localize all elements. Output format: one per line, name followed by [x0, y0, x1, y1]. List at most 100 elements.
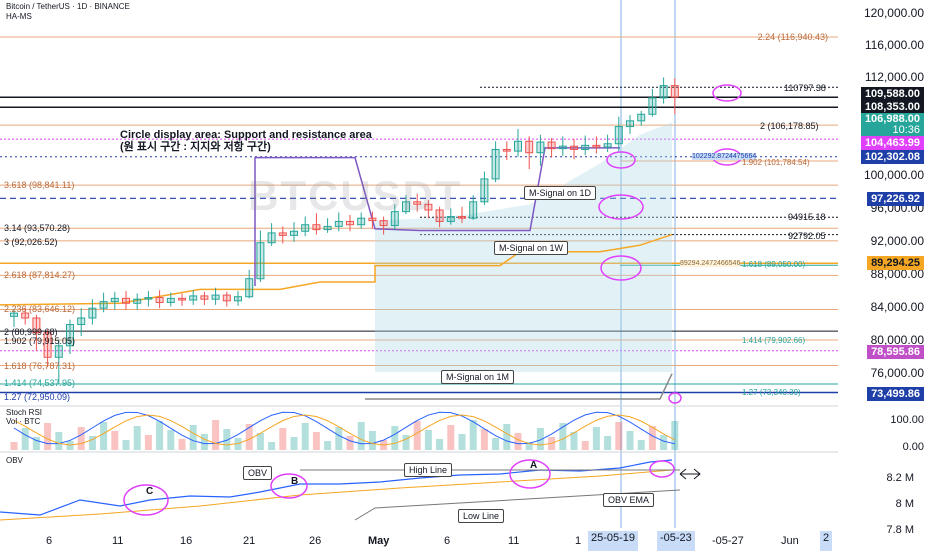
price-axis-label: 116,000.00	[864, 38, 924, 52]
volume-bar	[88, 436, 96, 450]
volume-bar	[245, 424, 253, 450]
callout-m-signal-1m: M-Signal on 1M	[441, 370, 515, 384]
last-price-value: 106,988.00	[864, 113, 920, 125]
candle-body	[222, 294, 231, 302]
time-tick: 6	[46, 535, 53, 547]
stoch-d-line	[13, 414, 676, 446]
line-value-110797: 110797.38	[784, 83, 826, 93]
candle-body	[390, 211, 399, 227]
candle-body	[200, 295, 209, 300]
price-axis-label: 88,000.00	[870, 267, 924, 281]
time-tick-highlight: 2	[820, 531, 833, 551]
candle-body	[10, 312, 18, 317]
volume-bar	[77, 427, 85, 450]
candle-body	[178, 297, 186, 301]
support-resistance-circle	[509, 459, 551, 489]
candle-body	[166, 297, 175, 303]
price-axis-label: 80,000.00	[870, 333, 924, 347]
obv-title: OBV	[6, 456, 23, 465]
line-value-94915: 94915.18	[788, 212, 826, 222]
fib-label-1.618l: 1.618 (76,787.31)	[4, 361, 76, 371]
stoch-axis-label: 0.00	[902, 441, 924, 453]
m-signal-1w-line	[0, 233, 673, 306]
support-resistance-circle	[270, 473, 308, 499]
candle-body	[234, 296, 242, 302]
volume-bar	[492, 438, 500, 450]
volume-bar	[660, 435, 668, 450]
candle-body	[43, 332, 52, 358]
price-axis-label: 112,000.00	[864, 70, 924, 84]
time-tick: Jun	[781, 535, 799, 547]
volume-bar	[268, 442, 276, 450]
fib-label-2.618: 2.618 (87,814.27)	[4, 270, 76, 280]
time-tick: May	[368, 535, 390, 547]
volume-bar	[32, 437, 40, 450]
candle-body	[413, 201, 422, 205]
candle-body	[21, 312, 30, 319]
candle-body	[458, 216, 466, 219]
time-tick-highlight: 25-05-19	[588, 531, 639, 551]
candle-body	[614, 126, 623, 145]
candle-body	[379, 220, 388, 227]
volume-bar	[223, 429, 231, 450]
volume-bar	[458, 434, 466, 450]
volume-bar	[469, 420, 477, 450]
candle-body	[211, 294, 220, 300]
support-resistance-lines	[0, 36, 838, 394]
candle-body	[368, 217, 377, 222]
fib-label-1.414r: 1.414 (79,902.66)	[742, 336, 806, 345]
candle-body	[88, 307, 97, 319]
volume-bar	[156, 421, 164, 450]
obv-axis-label: 7.8 M	[886, 524, 914, 536]
candle-body	[77, 317, 86, 326]
fib-label-2.24: 2.24 (116,940.43)	[757, 32, 828, 42]
price-tag: 89,294.25	[867, 256, 924, 270]
candle-body	[267, 232, 276, 244]
fib-label-1.902r: 1.902 (101,784.54)	[742, 158, 810, 167]
line-value-89294: 89294.2472466546	[680, 260, 741, 267]
volume-bar	[424, 430, 432, 450]
callout-obv-ema: OBV EMA	[603, 493, 655, 507]
fib-label-3.14: 3.14 (93,570.28)	[4, 223, 71, 233]
fib-label-2l: 2 (80,999.68)	[4, 327, 58, 337]
time-tick: 26	[309, 535, 322, 547]
chart-symbol-title: Bitcoin / TetherUS · 1D · BINANCE	[6, 2, 130, 11]
time-tick-highlight: -05-23	[657, 531, 695, 551]
time-axis-panel	[0, 528, 932, 550]
volume-bar	[480, 429, 488, 450]
candle-body	[32, 317, 41, 334]
time-tick: 1	[575, 535, 582, 547]
volume-bar	[514, 433, 522, 450]
obv-axis-label: 8 M	[895, 498, 914, 510]
fib-label-3: 3 (92,026.52)	[4, 237, 58, 247]
candle-body	[189, 295, 198, 301]
volume-bar	[637, 440, 645, 450]
note-line-1: Circle display area: Support and resista…	[120, 129, 372, 141]
time-tick: -05-27	[712, 535, 744, 547]
obv-arrow	[679, 468, 701, 480]
volume-bar	[648, 426, 656, 450]
price-axis-label: 84,000.00	[870, 300, 924, 314]
volume-bar	[604, 436, 612, 450]
support-resistance-circle	[606, 151, 636, 169]
price-tag: 73,499.86	[867, 387, 924, 401]
volume-bar	[626, 431, 634, 450]
candle-body	[469, 201, 478, 219]
last-price-tag: 106,988.00 10:36	[860, 113, 924, 137]
m-signal-areas	[0, 122, 673, 400]
candle-body	[581, 144, 590, 150]
time-tick: 21	[243, 535, 256, 547]
candle-body	[312, 224, 321, 231]
volume-bar	[413, 421, 421, 450]
price-tag: 78,595.86	[867, 345, 924, 359]
candle-body	[357, 217, 366, 226]
price-tag: 97,226.92	[867, 192, 924, 206]
volume-bar	[55, 432, 63, 450]
candle-body	[323, 225, 332, 231]
volume-bar	[525, 442, 533, 450]
candle-body	[536, 141, 545, 154]
volume-bar	[10, 442, 18, 450]
volume-bar	[144, 435, 152, 450]
candle-body	[547, 141, 556, 150]
candle-body	[99, 301, 108, 309]
